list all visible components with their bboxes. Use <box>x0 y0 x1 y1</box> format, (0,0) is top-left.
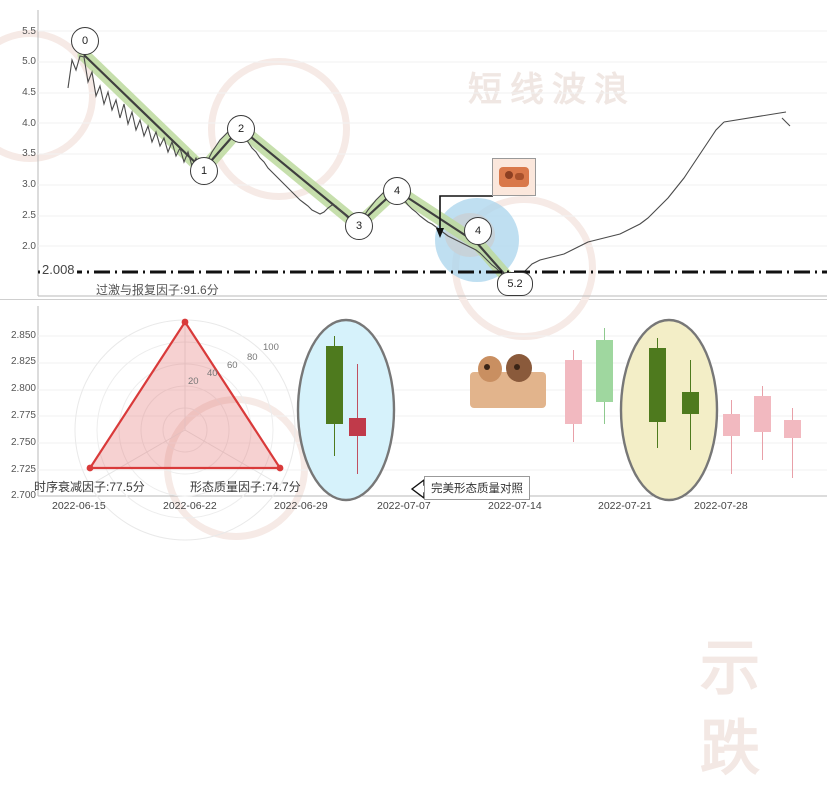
factor-pattern-quality: 形态质量因子:74.7分 <box>190 480 301 494</box>
lower-detail-panel: 示 跌 2.850 2.825 2.800 2.775 2.750 2.725 … <box>0 300 827 782</box>
y-tick-lower-3: 2.775 <box>10 410 36 421</box>
watermark-big-1: 示 <box>700 635 760 702</box>
factor-overreaction: 过激与报复因子:91.6分 <box>96 283 219 297</box>
y-tick-upper-5: 3.0 <box>22 179 36 190</box>
radar-tick-100: 100 <box>263 342 279 353</box>
pattern-thumbnail[interactable] <box>492 158 536 196</box>
x-label-4: 2022-07-14 <box>488 500 542 512</box>
y-tick-upper-4: 3.5 <box>22 148 36 159</box>
wave-node-4[interactable]: 4 <box>383 177 411 205</box>
y-tick-upper-6: 2.5 <box>22 210 36 221</box>
x-label-6: 2022-07-28 <box>694 500 748 512</box>
x-label-0: 2022-06-15 <box>52 500 106 512</box>
radar-tick-60: 60 <box>227 360 238 371</box>
y-tick-upper-3: 4.0 <box>22 118 36 129</box>
y-tick-lower-2: 2.800 <box>10 383 36 394</box>
x-label-5: 2022-07-21 <box>598 500 652 512</box>
y-tick-upper-1: 5.0 <box>22 56 36 67</box>
y-tick-upper-2: 4.5 <box>22 87 36 98</box>
radar-tick-20: 20 <box>188 376 199 387</box>
y-tick-lower-6: 2.700 <box>10 490 36 501</box>
factor-time-decay: 时序衰减因子:77.5分 <box>34 480 145 494</box>
watermark-big-2: 跌 <box>700 715 760 782</box>
wave-node-1[interactable]: 1 <box>190 157 218 185</box>
reference-price-label: 2.008 <box>40 262 77 277</box>
radar-tick-80: 80 <box>247 352 258 363</box>
decorative-photo <box>466 350 550 412</box>
watermark-ring-left <box>0 30 96 162</box>
y-tick-lower-4: 2.750 <box>10 437 36 448</box>
wave-node-5[interactable]: 4 <box>464 217 492 245</box>
x-label-2: 2022-06-29 <box>274 500 328 512</box>
wave-node-2[interactable]: 2 <box>227 115 255 143</box>
wave-node-5-2[interactable]: 5.2 <box>497 272 533 296</box>
wave-node-3[interactable]: 3 <box>345 212 373 240</box>
compare-label: 完美形态质量对照 <box>424 476 530 500</box>
upper-chart-svg <box>37 10 827 297</box>
wave-node-0[interactable]: 0 <box>71 27 99 55</box>
y-tick-upper-0: 5.5 <box>22 26 36 37</box>
y-tick-lower-1: 2.825 <box>10 356 36 367</box>
y-tick-lower-5: 2.725 <box>10 464 36 475</box>
radar-chart <box>74 318 296 541</box>
upper-wave-panel: 短线波浪 5.5 5.0 4.5 4.0 3.5 3.0 2.5 2.0 <box>0 0 827 340</box>
y-tick-lower-0: 2.850 <box>10 330 36 341</box>
y-tick-upper-7: 2.0 <box>22 241 36 252</box>
radar-tick-40: 40 <box>207 368 218 379</box>
x-label-3: 2022-07-07 <box>377 500 431 512</box>
lower-chart-svg <box>37 306 827 541</box>
x-label-1: 2022-06-22 <box>163 500 217 512</box>
